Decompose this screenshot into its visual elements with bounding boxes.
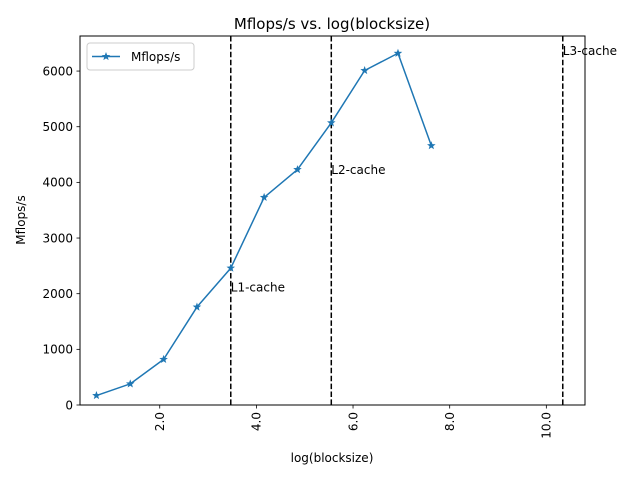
data-point-star [393,48,403,57]
y-axis-label: Mflops/s [14,195,28,244]
data-point-star [92,391,101,400]
data-point-star [293,165,302,174]
data-point-star [259,192,269,202]
y-tick-label: 6000 [42,64,73,78]
x-axis-label: log(blocksize) [291,451,374,465]
x-tick-label: 2.0 [153,412,167,431]
legend: Mflops/s [86,42,195,71]
chart-title: Mflops/s vs. log(blocksize) [234,15,430,33]
y-tick-label: 0 [65,398,73,412]
x-tick-label: 10.0 [540,412,554,439]
cache-annotation: L2-cache [331,163,385,177]
data-point-star [427,141,436,150]
legend-label: Mflops/s [131,50,180,64]
data-point-star [125,379,135,388]
cache-annotation: L3-cache [563,44,617,58]
legend-star-marker [101,52,111,61]
y-tick-label: 5000 [42,120,73,134]
y-tick-label: 4000 [42,176,73,190]
x-tick-label: 6.0 [346,412,360,431]
data-point-star [360,66,369,75]
y-tick-label: 3000 [42,231,73,245]
y-tick-label: 1000 [42,343,73,357]
data-point-star [226,263,236,272]
x-tick-label: 8.0 [443,412,457,431]
cache-annotation: L1-cache [231,280,285,294]
data-point-star [192,302,202,311]
plot-area-frame [79,35,586,406]
data-point-star [327,118,336,127]
legend-box [86,42,195,71]
y-tick-label: 2000 [42,287,73,301]
data-point-star [159,354,168,363]
series-line [96,52,433,397]
x-tick-label: 4.0 [250,412,264,431]
